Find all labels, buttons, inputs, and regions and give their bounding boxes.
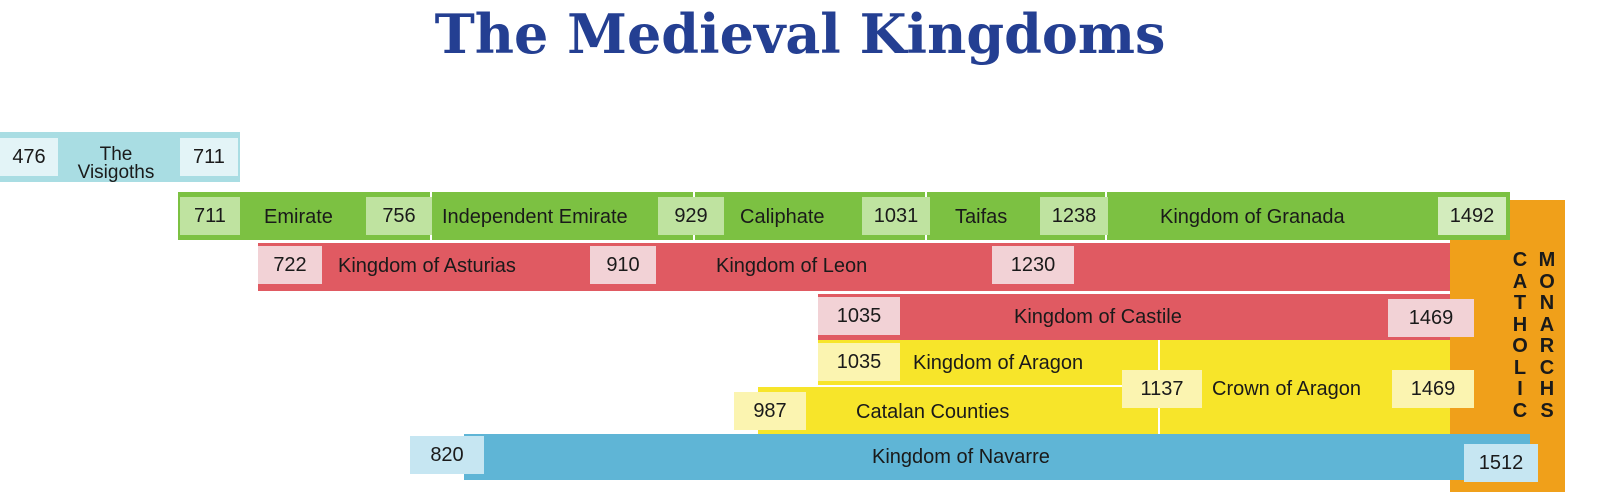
year-1035-castile: 1035: [818, 297, 900, 335]
period-kingdom-of-leon: Kingdom of Leon: [716, 255, 868, 277]
vertical-letter: O: [1512, 335, 1528, 357]
year-1137: 1137: [1122, 370, 1202, 408]
year-820: 820: [410, 436, 484, 474]
vertical-letter: L: [1513, 356, 1527, 379]
vertical-letter: R: [1539, 335, 1555, 357]
castile-bar: [818, 294, 1450, 340]
vertical-letter: C: [1512, 249, 1528, 271]
page-title: The Medieval Kingdoms: [434, 2, 1166, 66]
period-kingdom-of-castile: Kingdom of Castile: [1014, 306, 1182, 328]
year-1512: 1512: [1464, 444, 1538, 482]
year-756: 756: [366, 197, 432, 235]
period-emirate: Emirate: [264, 206, 333, 228]
vertical-letter: T: [1513, 292, 1527, 314]
year-1230: 1230: [992, 246, 1074, 284]
asturias-leon-bar: [258, 243, 1450, 291]
period-kingdom-of-asturias: Kingdom of Asturias: [338, 255, 516, 277]
vertical-letter: I: [1517, 378, 1523, 400]
vertical-letter: A: [1512, 270, 1528, 293]
year-1492: 1492: [1438, 197, 1506, 235]
catalan-counties-bar: [758, 387, 1158, 434]
year-910: 910: [590, 246, 656, 284]
year-1469-castile: 1469: [1388, 299, 1474, 337]
period-crown-of-aragon: Crown of Aragon: [1212, 378, 1361, 400]
year-1031: 1031: [862, 197, 930, 235]
vertical-letter: H: [1539, 378, 1555, 400]
year-987: 987: [734, 392, 806, 430]
year-1469-aragon: 1469: [1392, 370, 1474, 408]
vertical-letter: H: [1512, 313, 1528, 336]
vertical-letter: N: [1539, 292, 1555, 314]
year-722: 722: [258, 246, 322, 284]
vertical-letter: S: [1540, 399, 1554, 422]
year-476: 476: [0, 138, 58, 176]
vertical-letter: M: [1538, 249, 1556, 271]
period-independent-emirate: Independent Emirate: [442, 206, 628, 228]
navarre-bar: [464, 434, 1530, 480]
year-711-visigoths-end: 711: [180, 138, 238, 176]
year-1035-aragon: 1035: [818, 343, 900, 381]
vertical-letter: C: [1512, 399, 1528, 422]
period-taifas: Taifas: [955, 206, 1008, 228]
visigoths-label: The Visigoths: [77, 144, 155, 183]
period-kingdom-of-navarre: Kingdom of Navarre: [872, 446, 1050, 468]
year-711: 711: [180, 197, 240, 235]
vertical-letter: A: [1539, 313, 1555, 336]
period-kingdom-of-aragon: Kingdom of Aragon: [913, 352, 1084, 374]
period-catalan-counties: Catalan Counties: [856, 401, 1010, 423]
year-929: 929: [658, 197, 724, 235]
vertical-letter: O: [1539, 270, 1555, 293]
vertical-letter: C: [1539, 356, 1555, 379]
period-kingdom-of-granada: Kingdom of Granada: [1160, 206, 1345, 228]
period-caliphate: Caliphate: [740, 206, 825, 228]
year-1238: 1238: [1040, 197, 1108, 235]
